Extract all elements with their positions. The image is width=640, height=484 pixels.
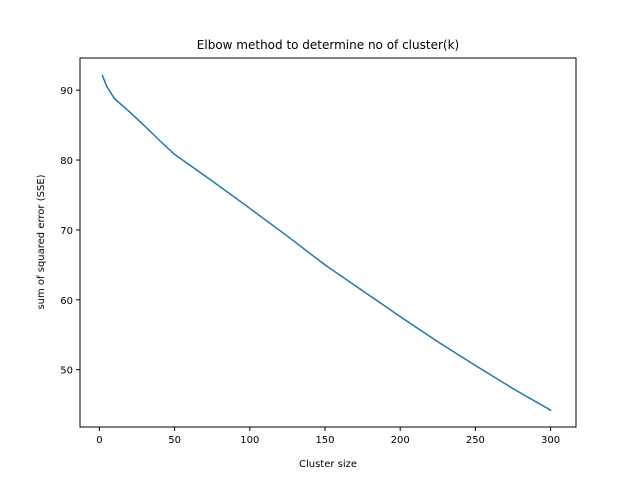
- x-tick-label: 150: [315, 435, 334, 446]
- y-tick-label: 90: [60, 86, 73, 97]
- x-tick-label: 200: [391, 435, 410, 446]
- x-axis: 0 50 100 150 200 250 300: [96, 427, 560, 446]
- y-tick-label: 60: [60, 296, 73, 307]
- x-tick-label: 0: [96, 435, 102, 446]
- x-tick-label: 50: [168, 435, 181, 446]
- x-tick-label: 250: [466, 435, 485, 446]
- x-tick-label: 100: [240, 435, 259, 446]
- y-tick-label: 70: [60, 226, 73, 237]
- y-tick-label: 50: [60, 366, 73, 377]
- x-tick-label: 300: [541, 435, 560, 446]
- plot-frame: [79, 57, 577, 428]
- chart-title: Elbow method to determine no of cluster(…: [197, 38, 459, 52]
- y-axis: 50 60 70 80 90: [60, 86, 80, 377]
- y-axis-label: sum of squared error (SSE): [36, 174, 47, 309]
- y-tick-label: 80: [60, 156, 73, 167]
- x-axis-label: Cluster size: [299, 459, 357, 470]
- sse-line: [101, 74, 552, 412]
